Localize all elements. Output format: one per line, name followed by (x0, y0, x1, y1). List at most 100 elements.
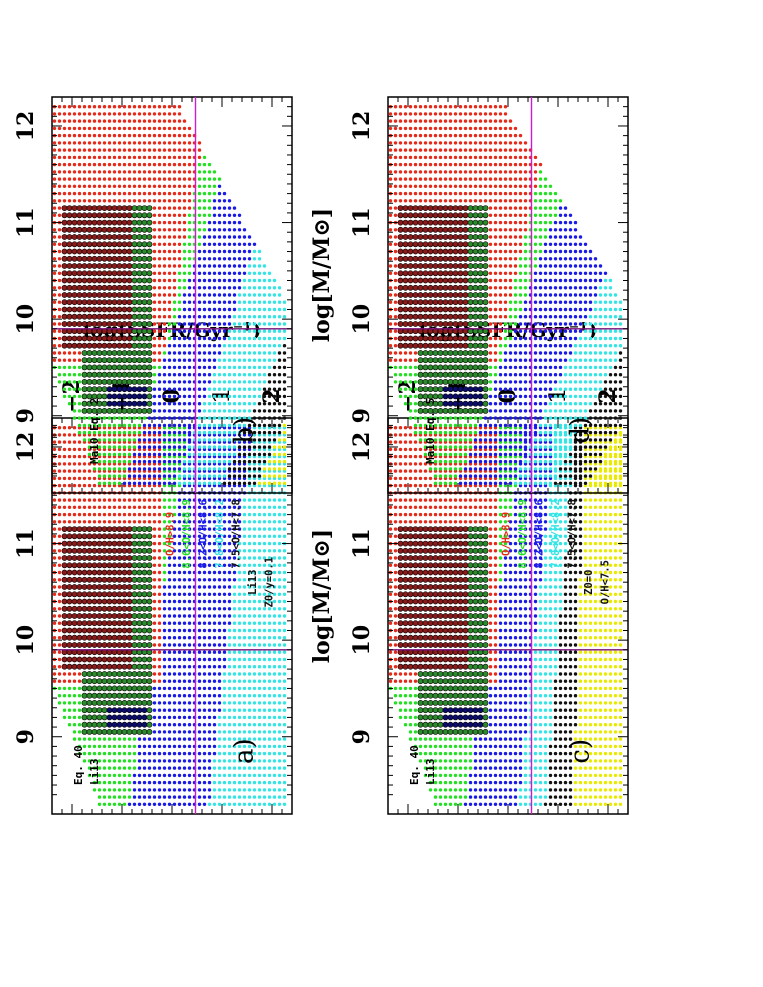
data-point (81, 241, 88, 248)
data-point (52, 271, 57, 275)
data-point (242, 570, 247, 575)
data-point (81, 714, 88, 721)
data-point (87, 148, 92, 152)
data-point (212, 358, 217, 362)
data-point (197, 228, 202, 232)
data-point (222, 300, 227, 304)
data-point (62, 505, 67, 509)
data-point (543, 780, 548, 785)
data-point (167, 607, 172, 611)
data-point (72, 119, 77, 123)
data-point (112, 141, 117, 145)
data-point (237, 780, 242, 785)
data-point (137, 802, 142, 806)
data-point (197, 563, 202, 567)
data-point (72, 737, 77, 741)
data-point (137, 438, 142, 442)
data-point (77, 119, 82, 123)
data-point (222, 481, 227, 485)
data-point (187, 643, 192, 647)
data-point (136, 584, 143, 590)
data-point (177, 512, 182, 517)
data-point (277, 322, 282, 326)
data-point (87, 476, 92, 481)
data-point (136, 605, 143, 612)
data-point (152, 467, 157, 471)
data-point (116, 634, 123, 641)
data-point (142, 474, 147, 478)
data-point (92, 476, 97, 481)
data-point (267, 293, 272, 297)
data-point (207, 534, 212, 538)
data-point (126, 678, 133, 685)
data-point (207, 170, 212, 174)
data-point (493, 795, 498, 799)
data-point (277, 795, 282, 799)
data-point (212, 578, 217, 582)
data-point (252, 766, 257, 770)
data-point (146, 313, 153, 320)
data-point (142, 766, 147, 770)
data-point (146, 284, 153, 291)
data-point (71, 313, 78, 320)
data-point (57, 155, 62, 160)
data-point (121, 613, 128, 619)
legend-entry: O/H>8.9 (165, 512, 177, 556)
data-point (147, 498, 152, 502)
data-point (97, 445, 102, 449)
data-point (157, 286, 162, 290)
data-point (272, 788, 277, 792)
data-point (217, 744, 222, 749)
data-point (77, 686, 82, 691)
data-point (96, 306, 103, 313)
data-point (152, 257, 157, 261)
data-point (126, 400, 133, 407)
data-point (102, 459, 107, 464)
data-point (126, 386, 133, 393)
data-point (116, 263, 123, 269)
data-point (207, 795, 212, 799)
data-point (222, 628, 227, 633)
data-point (167, 751, 172, 756)
data-point (272, 599, 277, 604)
data-point (71, 284, 78, 291)
data-point (76, 342, 83, 349)
data-point (137, 481, 142, 485)
data-point (252, 527, 257, 531)
data-point (77, 191, 82, 196)
data-point (72, 358, 77, 362)
data-point (52, 592, 57, 596)
data-point (182, 191, 187, 196)
data-point (126, 335, 133, 342)
data-point (182, 344, 187, 348)
data-point (147, 141, 152, 145)
data-point (202, 387, 207, 391)
data-point (232, 563, 237, 567)
data-point (227, 686, 232, 691)
data-point (227, 387, 232, 391)
data-point (207, 701, 212, 705)
data-point (92, 505, 97, 509)
data-point (252, 315, 257, 319)
data-point (76, 605, 83, 612)
data-point (257, 723, 262, 727)
ssfr-tick-label: 2 (259, 388, 285, 403)
data-point (267, 498, 272, 502)
data-point (277, 452, 282, 457)
data-point (282, 365, 287, 370)
data-point (81, 634, 88, 641)
data-point (152, 657, 157, 662)
data-point (242, 563, 247, 567)
data-point (207, 220, 212, 225)
data-point (217, 679, 222, 683)
data-point (277, 394, 282, 399)
data-point (167, 701, 172, 705)
data-point (257, 556, 262, 560)
data-point (112, 430, 117, 435)
data-point (172, 541, 177, 546)
data-point (106, 685, 113, 692)
data-point (81, 408, 88, 414)
data-point (177, 126, 182, 131)
data-point (227, 621, 232, 625)
data-point (146, 555, 153, 561)
